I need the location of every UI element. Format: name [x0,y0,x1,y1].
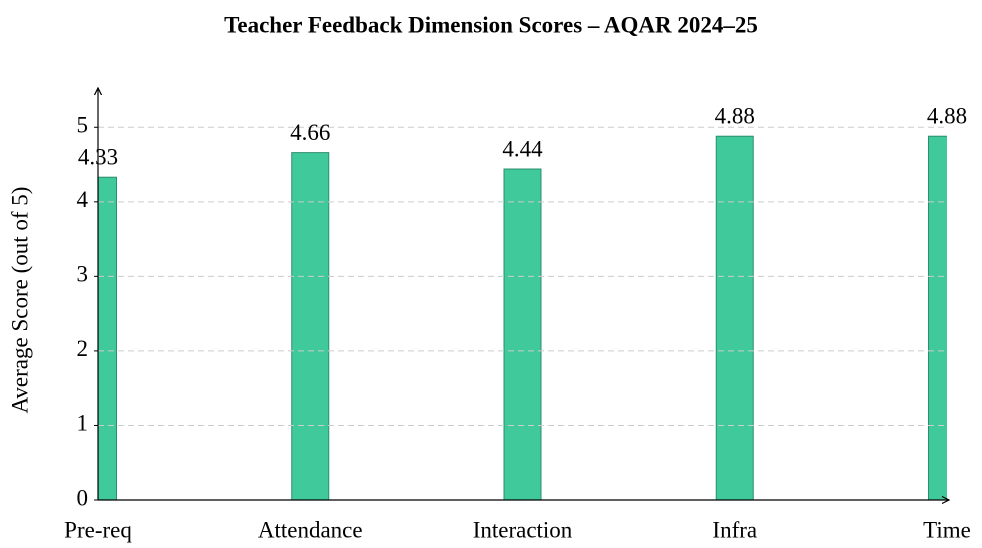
y-tick-label: 1 [77,411,89,436]
y-tick-label: 3 [77,262,89,287]
plot-area [98,135,947,501]
x-tick-label: Time [923,517,971,542]
y-tick-label: 4 [77,187,89,212]
chart-title: Teacher Feedback Dimension Scores – AQAR… [224,12,758,37]
data-label: 4.88 [927,103,967,128]
y-tick-label: 5 [77,113,89,138]
y-tick-label: 2 [77,336,89,361]
data-label: 4.44 [502,136,543,161]
bar [928,135,947,501]
bar [503,168,542,501]
x-tick-label: Interaction [473,517,573,542]
data-label: 4.66 [290,120,330,145]
x-tick-label: Pre-req [64,517,132,542]
bar [98,176,117,501]
x-tick-label: Infra [712,517,757,542]
x-tick-label: Attendance [258,517,363,542]
bar [715,135,754,501]
data-label: 4.88 [715,103,755,128]
y-axis-label: Average Score (out of 5) [7,187,32,414]
y-tick-label: 0 [77,485,89,510]
bar [291,152,330,501]
